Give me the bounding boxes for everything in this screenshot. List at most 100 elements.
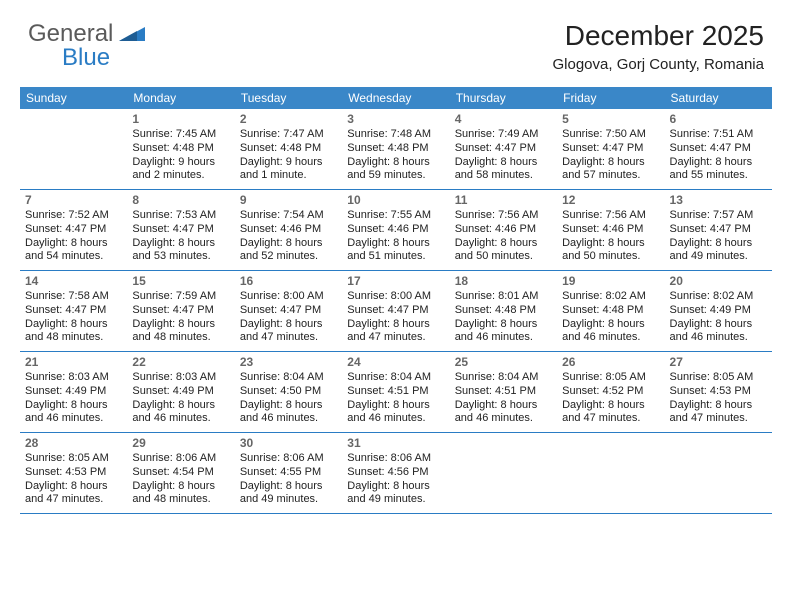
day-cell: 25Sunrise: 8:04 AMSunset: 4:51 PMDayligh… xyxy=(450,352,557,432)
sunrise-text: Sunrise: 7:52 AM xyxy=(25,209,122,223)
day-number: 4 xyxy=(455,112,552,127)
day-cell: 26Sunrise: 8:05 AMSunset: 4:52 PMDayligh… xyxy=(557,352,664,432)
daylight-text: Daylight: 8 hours and 46 minutes. xyxy=(347,399,444,427)
day-number: 19 xyxy=(562,274,659,289)
sunrise-text: Sunrise: 8:05 AM xyxy=(562,371,659,385)
sunset-text: Sunset: 4:49 PM xyxy=(25,385,122,399)
sunset-text: Sunset: 4:48 PM xyxy=(455,304,552,318)
daylight-text: Daylight: 8 hours and 46 minutes. xyxy=(132,399,229,427)
day-cell: 27Sunrise: 8:05 AMSunset: 4:53 PMDayligh… xyxy=(665,352,772,432)
day-number: 20 xyxy=(670,274,767,289)
day-number: 14 xyxy=(25,274,122,289)
sunrise-text: Sunrise: 7:56 AM xyxy=(562,209,659,223)
daylight-text: Daylight: 8 hours and 47 minutes. xyxy=(347,318,444,346)
sunset-text: Sunset: 4:46 PM xyxy=(240,223,337,237)
week-row: 1Sunrise: 7:45 AMSunset: 4:48 PMDaylight… xyxy=(20,109,772,190)
sunrise-text: Sunrise: 8:01 AM xyxy=(455,290,552,304)
daylight-text: Daylight: 8 hours and 59 minutes. xyxy=(347,156,444,184)
sunrise-text: Sunrise: 8:00 AM xyxy=(347,290,444,304)
day-number: 25 xyxy=(455,355,552,370)
day-cell: 3Sunrise: 7:48 AMSunset: 4:48 PMDaylight… xyxy=(342,109,449,189)
sunset-text: Sunset: 4:48 PM xyxy=(132,142,229,156)
daylight-text: Daylight: 8 hours and 49 minutes. xyxy=(347,480,444,508)
day-number: 24 xyxy=(347,355,444,370)
daylight-text: Daylight: 8 hours and 47 minutes. xyxy=(670,399,767,427)
daylight-text: Daylight: 8 hours and 57 minutes. xyxy=(562,156,659,184)
sunset-text: Sunset: 4:56 PM xyxy=(347,466,444,480)
sunset-text: Sunset: 4:47 PM xyxy=(132,223,229,237)
sunset-text: Sunset: 4:47 PM xyxy=(25,304,122,318)
day-number: 3 xyxy=(347,112,444,127)
day-number: 21 xyxy=(25,355,122,370)
day-cell: 13Sunrise: 7:57 AMSunset: 4:47 PMDayligh… xyxy=(665,190,772,270)
weekday-header: Tuesday xyxy=(235,87,342,109)
logo-triangle-icon xyxy=(119,23,145,46)
sunrise-text: Sunrise: 8:05 AM xyxy=(670,371,767,385)
week-row: 28Sunrise: 8:05 AMSunset: 4:53 PMDayligh… xyxy=(20,433,772,514)
day-number: 13 xyxy=(670,193,767,208)
day-cell: 19Sunrise: 8:02 AMSunset: 4:48 PMDayligh… xyxy=(557,271,664,351)
day-number: 16 xyxy=(240,274,337,289)
sunset-text: Sunset: 4:49 PM xyxy=(132,385,229,399)
sunset-text: Sunset: 4:50 PM xyxy=(240,385,337,399)
day-number: 15 xyxy=(132,274,229,289)
day-number: 27 xyxy=(670,355,767,370)
day-cell: 6Sunrise: 7:51 AMSunset: 4:47 PMDaylight… xyxy=(665,109,772,189)
sunrise-text: Sunrise: 8:02 AM xyxy=(670,290,767,304)
weekday-header: Wednesday xyxy=(342,87,449,109)
sunrise-text: Sunrise: 7:53 AM xyxy=(132,209,229,223)
day-cell: 29Sunrise: 8:06 AMSunset: 4:54 PMDayligh… xyxy=(127,433,234,513)
day-number: 28 xyxy=(25,436,122,451)
day-cell: 7Sunrise: 7:52 AMSunset: 4:47 PMDaylight… xyxy=(20,190,127,270)
daylight-text: Daylight: 8 hours and 51 minutes. xyxy=(347,237,444,265)
sunset-text: Sunset: 4:51 PM xyxy=(455,385,552,399)
sunset-text: Sunset: 4:47 PM xyxy=(132,304,229,318)
day-number: 11 xyxy=(455,193,552,208)
daylight-text: Daylight: 8 hours and 47 minutes. xyxy=(240,318,337,346)
day-number: 22 xyxy=(132,355,229,370)
daylight-text: Daylight: 8 hours and 50 minutes. xyxy=(562,237,659,265)
logo: General Blue xyxy=(28,20,147,48)
sunset-text: Sunset: 4:53 PM xyxy=(25,466,122,480)
daylight-text: Daylight: 8 hours and 46 minutes. xyxy=(670,318,767,346)
day-cell: 23Sunrise: 8:04 AMSunset: 4:50 PMDayligh… xyxy=(235,352,342,432)
sunset-text: Sunset: 4:47 PM xyxy=(347,304,444,318)
day-cell: 24Sunrise: 8:04 AMSunset: 4:51 PMDayligh… xyxy=(342,352,449,432)
day-cell: 18Sunrise: 8:01 AMSunset: 4:48 PMDayligh… xyxy=(450,271,557,351)
day-cell: 30Sunrise: 8:06 AMSunset: 4:55 PMDayligh… xyxy=(235,433,342,513)
calendar: Sunday Monday Tuesday Wednesday Thursday… xyxy=(20,87,772,514)
sunset-text: Sunset: 4:52 PM xyxy=(562,385,659,399)
daylight-text: Daylight: 8 hours and 55 minutes. xyxy=(670,156,767,184)
day-cell: 17Sunrise: 8:00 AMSunset: 4:47 PMDayligh… xyxy=(342,271,449,351)
daylight-text: Daylight: 8 hours and 46 minutes. xyxy=(455,399,552,427)
sunrise-text: Sunrise: 8:03 AM xyxy=(132,371,229,385)
day-cell: 15Sunrise: 7:59 AMSunset: 4:47 PMDayligh… xyxy=(127,271,234,351)
weekday-header-row: Sunday Monday Tuesday Wednesday Thursday… xyxy=(20,87,772,109)
day-cell: 31Sunrise: 8:06 AMSunset: 4:56 PMDayligh… xyxy=(342,433,449,513)
month-title: December 2025 xyxy=(553,20,765,52)
day-number: 5 xyxy=(562,112,659,127)
day-cell xyxy=(665,433,772,513)
day-cell xyxy=(557,433,664,513)
day-number: 7 xyxy=(25,193,122,208)
day-number: 17 xyxy=(347,274,444,289)
day-cell: 11Sunrise: 7:56 AMSunset: 4:46 PMDayligh… xyxy=(450,190,557,270)
sunset-text: Sunset: 4:46 PM xyxy=(455,223,552,237)
sunrise-text: Sunrise: 7:59 AM xyxy=(132,290,229,304)
weekday-header: Saturday xyxy=(665,87,772,109)
day-number: 6 xyxy=(670,112,767,127)
daylight-text: Daylight: 8 hours and 48 minutes. xyxy=(132,318,229,346)
day-cell: 2Sunrise: 7:47 AMSunset: 4:48 PMDaylight… xyxy=(235,109,342,189)
weekday-header: Thursday xyxy=(450,87,557,109)
daylight-text: Daylight: 8 hours and 46 minutes. xyxy=(455,318,552,346)
day-cell: 10Sunrise: 7:55 AMSunset: 4:46 PMDayligh… xyxy=(342,190,449,270)
day-number: 2 xyxy=(240,112,337,127)
sunrise-text: Sunrise: 7:50 AM xyxy=(562,128,659,142)
week-row: 21Sunrise: 8:03 AMSunset: 4:49 PMDayligh… xyxy=(20,352,772,433)
day-number: 18 xyxy=(455,274,552,289)
sunrise-text: Sunrise: 7:56 AM xyxy=(455,209,552,223)
daylight-text: Daylight: 8 hours and 46 minutes. xyxy=(25,399,122,427)
sunrise-text: Sunrise: 7:51 AM xyxy=(670,128,767,142)
daylight-text: Daylight: 8 hours and 46 minutes. xyxy=(240,399,337,427)
sunset-text: Sunset: 4:47 PM xyxy=(240,304,337,318)
